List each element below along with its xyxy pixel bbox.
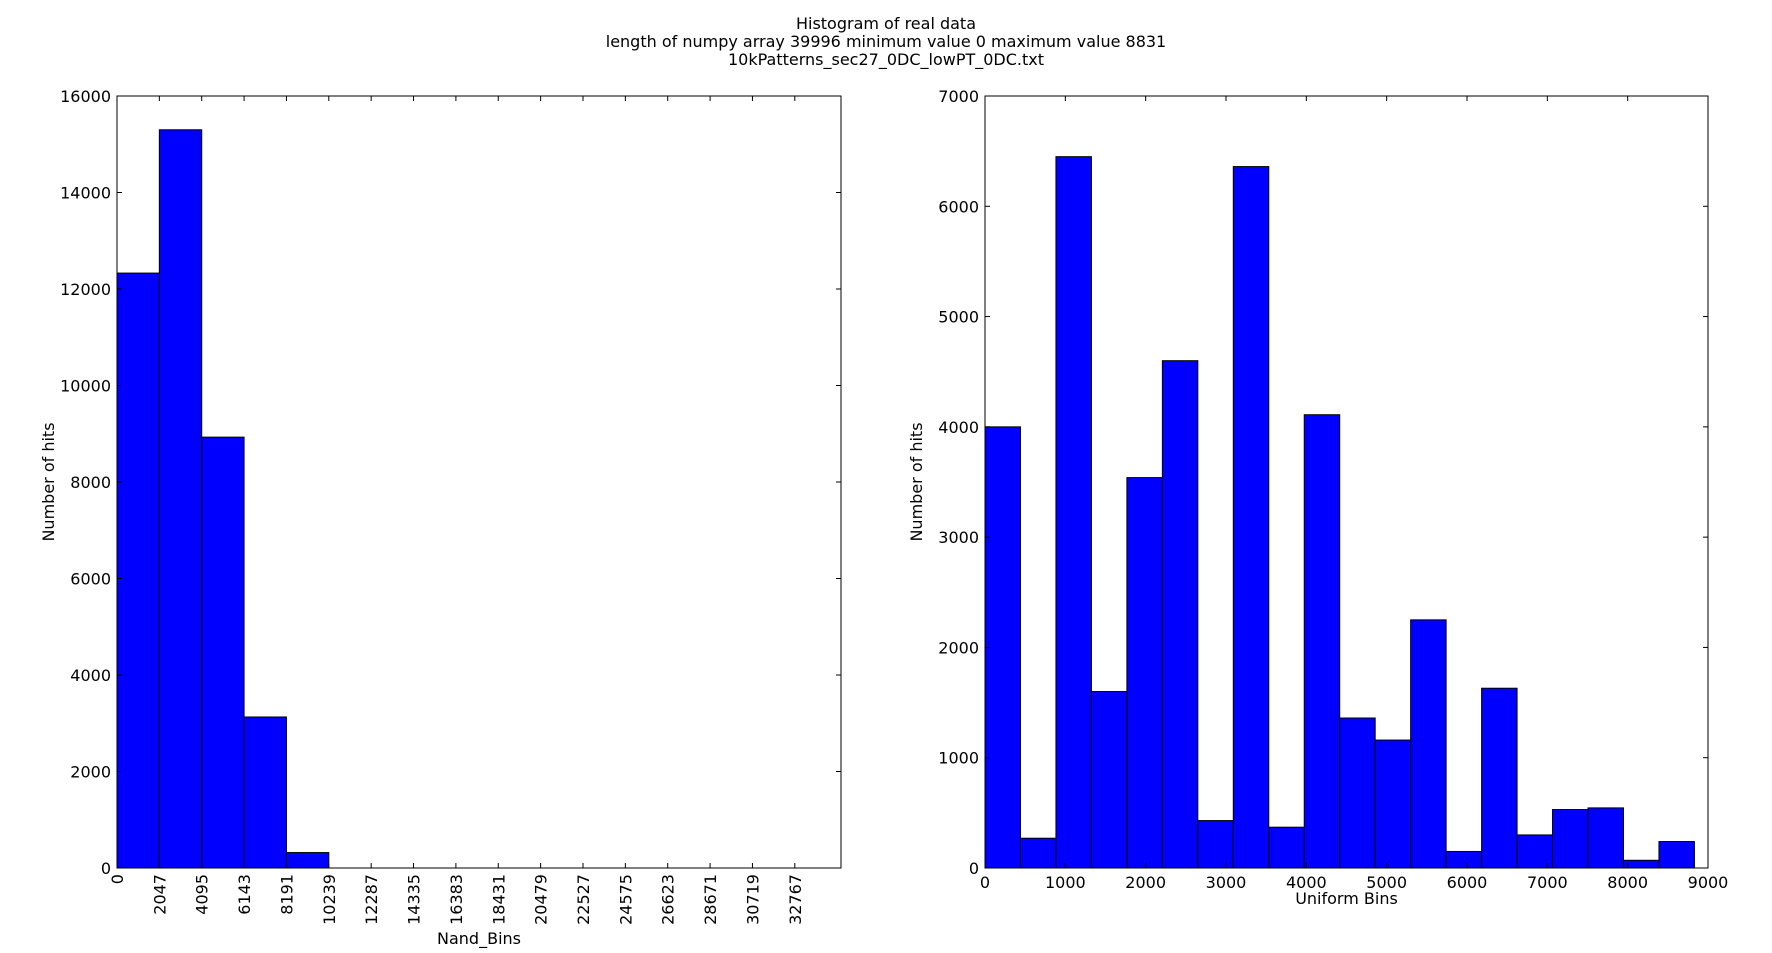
left-x-tick-label: 16383	[447, 874, 466, 925]
left-x-tick-label: 0	[108, 874, 127, 884]
left-x-tick-label: 22527	[574, 874, 593, 925]
right-histogram-bar	[1516, 834, 1554, 869]
left-x-tick-label: 10239	[320, 874, 339, 925]
right-plot-frame	[984, 95, 1709, 869]
left-x-tick-label: 8191	[277, 874, 296, 915]
right-histogram-bar	[1339, 717, 1376, 869]
left-x-tick-label: 24575	[616, 874, 635, 925]
left-y-tick-label: 0	[101, 859, 111, 878]
left-x-tick-label: 12287	[362, 874, 381, 925]
right-x-axis-label: Uniform Bins	[1295, 889, 1398, 908]
right-y-tick-label: 1000	[938, 749, 979, 768]
right-x-tick-label: 7000	[1527, 873, 1568, 892]
left-histogram-bar	[158, 129, 203, 869]
left-histogram-bar	[243, 716, 287, 869]
right-histogram-bar	[1410, 619, 1447, 869]
left-y-tick-label: 14000	[60, 184, 111, 203]
right-x-tick-label: 2000	[1125, 873, 1166, 892]
left-x-tick-label: 4095	[193, 874, 212, 915]
right-y-axis-label: Number of hits	[907, 422, 926, 541]
right-x-tick-label: 6000	[1447, 873, 1488, 892]
left-y-tick-label: 10000	[60, 377, 111, 396]
right-histogram-bar	[1587, 807, 1624, 869]
left-y-axis-label: Number of hits	[39, 422, 58, 541]
figure-title-line-1: Histogram of real data	[795, 14, 977, 33]
left-x-tick-label: 30719	[743, 874, 762, 925]
left-histogram-bar	[285, 852, 330, 869]
right-histogram-bar	[1303, 414, 1341, 869]
right-histogram-bar	[1161, 360, 1199, 869]
right-x-tick-label: 0	[980, 873, 990, 892]
right-x-tick-label: 5000	[1366, 873, 1407, 892]
right-histogram-bar	[1197, 820, 1234, 869]
right-histogram-bar	[984, 426, 1021, 869]
right-histogram-bar	[1481, 687, 1518, 869]
left-x-tick-label: 32767	[786, 874, 805, 925]
left-histogram-bar	[116, 272, 160, 869]
right-histogram-bar	[1658, 841, 1695, 869]
right-x-tick-label: 8000	[1607, 873, 1648, 892]
left-x-tick-label: 6143	[235, 874, 254, 915]
right-x-tick-label: 3000	[1206, 873, 1247, 892]
right-y-tick-label: 7000	[938, 87, 979, 106]
left-x-tick-label: 14335	[405, 874, 424, 925]
right-histogram-bar	[1552, 809, 1589, 869]
figure-title-line-2: length of numpy array 39996 minimum valu…	[605, 32, 1167, 51]
right-y-tick-label: 3000	[938, 528, 979, 547]
right-y-tick-label: 0	[969, 859, 979, 878]
right-histogram-bar	[1126, 477, 1163, 869]
right-histogram-bar	[1090, 691, 1128, 869]
left-y-tick-label: 12000	[60, 280, 111, 299]
left-histogram-bar	[201, 436, 245, 869]
left-x-tick-label: 18431	[489, 874, 508, 925]
right-histogram-bar	[1019, 837, 1057, 869]
right-histogram-bar	[1232, 166, 1270, 869]
right-y-tick-label: 4000	[938, 418, 979, 437]
left-y-tick-label: 4000	[70, 666, 111, 685]
right-y-tick-label: 6000	[938, 197, 979, 216]
figure-title-line-3: 10kPatterns_sec27_0DC_lowPT_0DC.txt	[727, 50, 1045, 69]
left-x-tick-label: 26623	[659, 874, 678, 925]
right-y-tick-label: 5000	[938, 308, 979, 327]
right-histogram-bar	[1374, 739, 1412, 869]
left-x-tick-label: 28671	[701, 874, 720, 925]
left-y-tick-label: 8000	[70, 473, 111, 492]
right-histogram-bar	[1445, 850, 1483, 869]
left-y-tick-label: 6000	[70, 570, 111, 589]
left-x-tick-label: 20479	[532, 874, 551, 925]
right-histogram-bar	[1055, 156, 1092, 869]
right-x-tick-label: 1000	[1045, 873, 1086, 892]
right-histogram-bar	[1268, 826, 1305, 869]
right-histogram-bar	[1622, 859, 1660, 869]
right-y-tick-label: 2000	[938, 638, 979, 657]
left-y-tick-label: 2000	[70, 763, 111, 782]
left-y-tick-label: 16000	[60, 87, 111, 106]
right-x-tick-label: 9000	[1688, 873, 1729, 892]
left-x-axis-label: Nand_Bins	[437, 929, 521, 949]
right-x-tick-label: 4000	[1286, 873, 1327, 892]
left-x-tick-label: 2047	[150, 874, 169, 915]
